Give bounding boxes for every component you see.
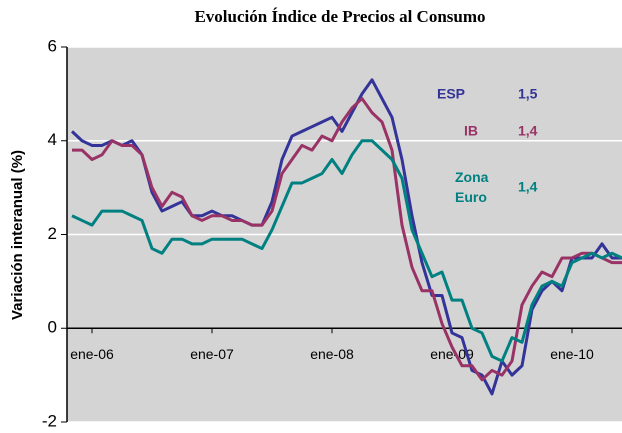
- x-tick-label: ene-10: [550, 346, 594, 362]
- series-line: [72, 97, 622, 382]
- y-tick-label: 6: [48, 36, 57, 55]
- legend-value: 1,4: [518, 123, 538, 139]
- chart-title: Evolución Índice de Precios al Consumo: [194, 7, 485, 26]
- x-tick-label: ene-09: [430, 346, 474, 362]
- y-tick-label: 0: [48, 318, 57, 337]
- legend-label: Zona Euro: [455, 169, 489, 205]
- y-tick-label: -2: [42, 411, 57, 430]
- legend-value: 1,4: [518, 179, 538, 195]
- legend-label: ESP: [437, 86, 465, 102]
- y-tick-label: 4: [48, 130, 57, 149]
- series-line: [71, 139, 622, 363]
- y-axis-label: Variación interanual (%): [9, 150, 26, 320]
- legend-label: IB: [464, 123, 478, 139]
- legend-value: 1,5: [518, 86, 538, 102]
- y-tick-label: 2: [48, 224, 57, 243]
- x-tick-label: ene-07: [190, 346, 234, 362]
- x-tick-label: ene-08: [310, 346, 354, 362]
- x-tick-label: ene-06: [70, 346, 114, 362]
- series-line: [70, 78, 622, 396]
